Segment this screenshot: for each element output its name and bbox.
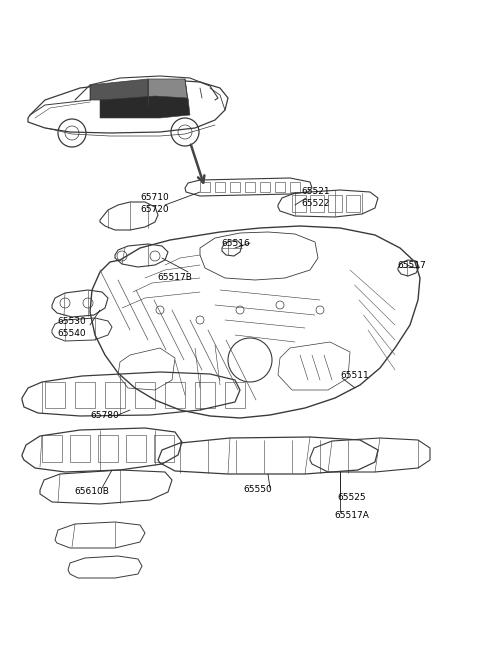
Polygon shape (100, 96, 190, 118)
Text: 65517B: 65517B (157, 274, 192, 282)
Text: 65610B: 65610B (74, 487, 109, 496)
Text: 65516: 65516 (222, 238, 251, 248)
Text: 65780: 65780 (91, 411, 120, 419)
Text: 65530: 65530 (58, 318, 86, 326)
Text: 65522: 65522 (302, 198, 330, 208)
Text: 65710: 65710 (141, 193, 169, 202)
Text: 65521: 65521 (302, 187, 330, 196)
Text: 65550: 65550 (244, 485, 272, 495)
Text: 65525: 65525 (338, 493, 366, 502)
Polygon shape (90, 79, 148, 100)
Text: 65540: 65540 (58, 329, 86, 337)
Text: 65517: 65517 (397, 261, 426, 269)
Text: 65517A: 65517A (335, 510, 370, 519)
Text: 65511: 65511 (341, 371, 370, 379)
Text: 65720: 65720 (141, 204, 169, 214)
Polygon shape (148, 79, 188, 101)
